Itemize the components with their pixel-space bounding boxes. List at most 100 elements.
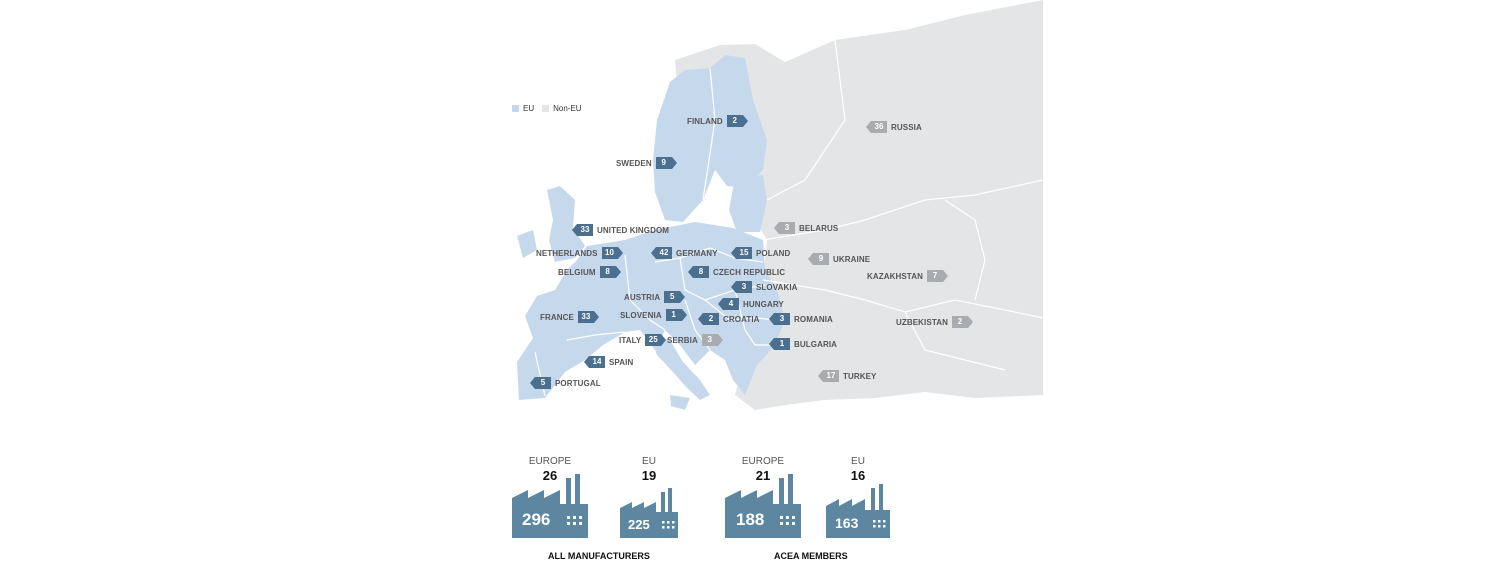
baltic-region <box>729 175 767 232</box>
country-borders <box>534 39 1044 397</box>
country-name: SERBIA <box>667 335 698 345</box>
country-germany: 42 GERMANY <box>651 247 722 259</box>
country-name: KAZAKHSTAN <box>867 271 923 281</box>
country-name: SLOVENIA <box>620 310 662 320</box>
country-bulgaria: 1 BULGARIA <box>769 338 841 350</box>
count-badge: 25 <box>645 334 667 346</box>
country-name: ROMANIA <box>794 314 833 324</box>
count-badge: 17 <box>818 370 839 382</box>
factory-icon: 163 <box>826 484 890 538</box>
country-czech-republic: 8 CZECH REPUBLIC <box>688 266 789 278</box>
country-name: FINLAND <box>687 116 723 126</box>
country-kazakhstan: KAZAKHSTAN 7 <box>863 270 948 282</box>
factory-value: 225 <box>628 517 650 532</box>
country-name: TURKEY <box>843 371 877 381</box>
continental-eu-region <box>517 222 785 400</box>
country-uzbekistan: UZBEKISTAN 2 <box>892 316 973 328</box>
all-manufacturers-caption: ALL MANUFACTURERS <box>548 551 650 561</box>
stat-count: 26 <box>542 468 558 483</box>
all-europe-stat: EUROPE 26 <box>520 456 580 484</box>
country-portugal: 5 PORTUGAL <box>530 377 605 389</box>
country-name: RUSSIA <box>891 122 922 132</box>
acea-members-caption: ACEA MEMBERS <box>774 551 848 561</box>
acea-eu-stat: EU 16 <box>838 456 878 484</box>
country-name: SLOVAKIA <box>756 282 798 292</box>
country-belarus: 3 BELARUS <box>774 222 842 234</box>
map-legend: EU Non-EU <box>512 104 582 113</box>
country-name: SWEDEN <box>616 158 652 168</box>
stat-count: 19 <box>641 468 657 483</box>
country-name: SPAIN <box>609 357 634 367</box>
count-badge: 2 <box>698 313 719 325</box>
stat-region: EU <box>642 456 656 467</box>
count-badge: 36 <box>866 121 887 133</box>
count-badge: 2 <box>726 115 748 127</box>
country-russia: 36 RUSSIA <box>866 121 926 133</box>
country-austria: AUSTRIA 5 <box>620 291 686 303</box>
country-name: BELGIUM <box>558 267 596 277</box>
country-belgium: BELGIUM 8 <box>554 266 621 278</box>
country-hungary: 4 HUNGARY <box>718 298 788 310</box>
count-badge: 33 <box>572 224 593 236</box>
factory-value: 296 <box>522 510 551 529</box>
count-badge: 3 <box>701 334 723 346</box>
count-badge: 42 <box>651 247 672 259</box>
country-netherlands: NETHERLANDS 10 <box>532 247 623 259</box>
legend-eu-label: EU <box>523 104 535 113</box>
count-badge: 14 <box>584 356 605 368</box>
country-poland: 15 POLAND <box>731 247 794 259</box>
country-name: BELARUS <box>799 223 839 233</box>
count-badge: 2 <box>951 316 973 328</box>
noneu-swatch <box>542 105 550 112</box>
count-badge: 5 <box>664 291 686 303</box>
count-badge: 9 <box>655 157 677 169</box>
country-name: POLAND <box>756 248 791 258</box>
count-badge: 15 <box>731 247 752 259</box>
count-badge: 7 <box>926 270 948 282</box>
country-name: PORTUGAL <box>555 378 601 388</box>
country-name: AUSTRIA <box>624 292 661 302</box>
count-badge: 10 <box>601 247 623 259</box>
country-croatia: 2 CROATIA <box>698 313 764 325</box>
country-name: UKRAINE <box>833 254 871 264</box>
country-name: BULGARIA <box>794 339 838 349</box>
count-badge: 3 <box>731 281 752 293</box>
country-name: UNITED KINGDOM <box>597 225 670 235</box>
factory-icon: 296 <box>512 474 588 538</box>
country-name: GERMANY <box>676 248 718 258</box>
country-name: NETHERLANDS <box>536 248 598 258</box>
factory-icon: 188 <box>725 474 801 538</box>
stat-count: 21 <box>755 468 771 483</box>
country-turkey: 17 TURKEY <box>818 370 881 382</box>
stat-region: EUROPE <box>528 456 572 467</box>
acea-europe-stat: EUROPE 21 <box>733 456 793 484</box>
country-slovenia: SLOVENIA 1 <box>616 309 687 321</box>
country-slovakia: 3 SLOVAKIA <box>731 281 802 293</box>
country-italy: ITALY 25 <box>615 334 667 346</box>
count-badge: 1 <box>665 309 687 321</box>
factory-icon: 225 <box>620 488 678 538</box>
count-badge: 9 <box>808 253 829 265</box>
country-name: CROATIA <box>723 314 760 324</box>
europe-map <box>517 0 1044 410</box>
count-badge: 1 <box>769 338 790 350</box>
country-name: CZECH REPUBLIC <box>713 267 786 277</box>
country-name: UZBEKISTAN <box>896 317 948 327</box>
country-name: FRANCE <box>540 312 574 322</box>
uk-ireland-region <box>517 186 585 262</box>
count-badge: 3 <box>769 313 790 325</box>
country-spain: 14 SPAIN <box>584 356 637 368</box>
count-badge: 5 <box>530 377 551 389</box>
country-name: HUNGARY <box>743 299 784 309</box>
factory-value: 188 <box>736 510 765 529</box>
country-france: FRANCE 33 <box>536 311 599 323</box>
country-sweden: SWEDEN 9 <box>612 157 677 169</box>
italy-region <box>650 335 710 410</box>
count-badge: 3 <box>774 222 795 234</box>
stat-count: 16 <box>850 468 866 483</box>
all-eu-stat: EU 19 <box>629 456 669 484</box>
eu-swatch <box>512 105 519 112</box>
count-badge: 8 <box>688 266 709 278</box>
country-united-kingdom: 33 UNITED KINGDOM <box>572 224 673 236</box>
count-badge: 4 <box>718 298 739 310</box>
